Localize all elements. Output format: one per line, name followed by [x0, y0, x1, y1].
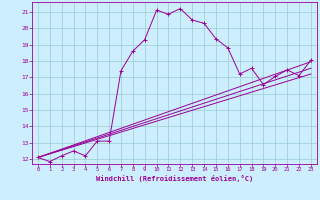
- X-axis label: Windchill (Refroidissement éolien,°C): Windchill (Refroidissement éolien,°C): [96, 175, 253, 182]
